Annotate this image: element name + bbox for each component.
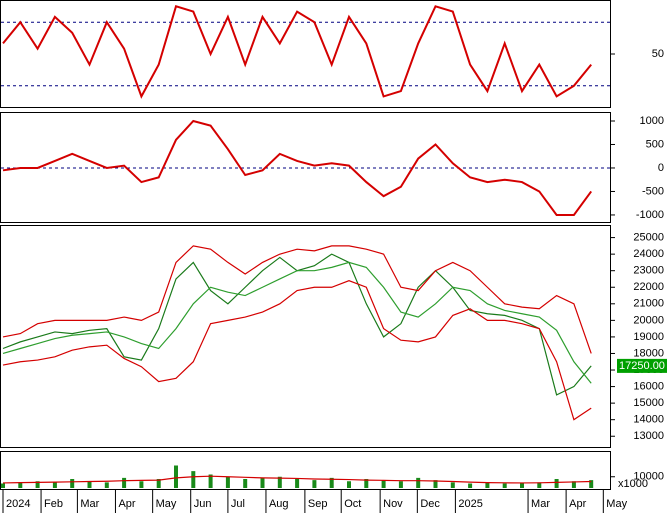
series-line [2, 119, 593, 216]
y-tick-label: 50 [652, 48, 664, 60]
x-tick-label: Jul [231, 498, 245, 510]
x-tick-label: Jun [194, 498, 212, 510]
x-tick-label: Sep [308, 498, 328, 510]
stochastic-panel [0, 0, 611, 108]
volume-bar [312, 480, 317, 488]
series-line [2, 5, 592, 99]
volume-bar [347, 481, 351, 488]
price-panel [0, 225, 611, 448]
x-tick-label: Feb [44, 498, 63, 510]
series-line [2, 279, 592, 421]
series-line [2, 475, 592, 484]
volume-bar [398, 481, 403, 488]
volume-bar [537, 482, 542, 488]
x-tick-label: Oct [344, 498, 361, 510]
series-line [2, 253, 592, 396]
volume-bar [364, 479, 369, 488]
volume-bar [122, 477, 127, 488]
volume-bar [87, 481, 92, 488]
volume-bar [416, 477, 421, 488]
y-tick-label: 1000 [640, 115, 664, 127]
volume-bar [174, 465, 178, 488]
volume-bar [589, 480, 594, 488]
volume-bar [139, 481, 144, 488]
volume-bar [277, 476, 282, 488]
y-tick-label: 10000 [633, 471, 664, 483]
volume-bar [295, 479, 300, 488]
volume-bar [225, 476, 230, 488]
y-tick-label: -500 [642, 185, 664, 197]
macd-panel [0, 112, 611, 223]
y-tick-label: 24000 [633, 248, 664, 260]
volume-bar [1, 483, 5, 488]
y-tick-label: 20000 [633, 314, 664, 326]
volume-bar [70, 479, 75, 488]
x-tick-label: Nov [383, 498, 403, 510]
y-tick-label: 19000 [633, 331, 664, 343]
volume-bar [18, 482, 23, 488]
y-tick-label: 13000 [633, 430, 664, 442]
y-tick-label: 22000 [633, 281, 664, 293]
y-tick-label: 18000 [633, 347, 664, 359]
y-tick-label: 500 [646, 138, 664, 150]
unit-label: x1000 [618, 478, 648, 490]
x-tick-label: Apr [118, 498, 135, 510]
volume-bar [554, 479, 559, 488]
y-tick-label: 16000 [633, 380, 664, 392]
x-tick-label: Apr [569, 498, 586, 510]
volume-panel [0, 451, 611, 490]
volume-bar [156, 479, 161, 488]
y-tick-label: 14000 [633, 414, 664, 426]
volume-bar [260, 477, 265, 488]
volume-bar [52, 482, 57, 488]
y-tick-label: 21000 [633, 298, 664, 310]
volume-bar [381, 480, 386, 488]
volume-bar [468, 483, 473, 488]
volume-bar [433, 480, 438, 488]
volume-bar [35, 481, 40, 488]
y-tick-label: 25000 [633, 231, 664, 243]
price-label: 17250.00 [619, 360, 665, 372]
volume-bar [208, 474, 213, 488]
x-tick-label: May [606, 498, 627, 510]
y-tick-label: -1000 [636, 209, 664, 221]
series-line [2, 261, 592, 384]
volume-bar [485, 482, 490, 488]
x-tick-label: Aug [269, 498, 289, 510]
y-tick-label: 23000 [633, 265, 664, 277]
y-tick-label: 15000 [633, 397, 664, 409]
x-tick-label: Mar [531, 498, 550, 510]
x-tick-label: Dec [420, 498, 440, 510]
volume-bar [191, 471, 196, 488]
x-tick-label: 2024 [6, 498, 30, 510]
x-tick-label: Mar [80, 498, 99, 510]
volume-bar [450, 482, 455, 488]
volume-bar [502, 483, 507, 488]
price-marker [617, 358, 667, 373]
volume-bar [329, 477, 334, 488]
volume-bar [520, 483, 524, 488]
x-tick-label: 2025 [458, 498, 482, 510]
volume-bar [104, 482, 109, 488]
volume-bar [571, 481, 576, 488]
x-tick-label: May [156, 498, 177, 510]
y-tick-label: 0 [658, 162, 664, 174]
series-line [2, 245, 592, 354]
volume-bar [243, 479, 248, 488]
